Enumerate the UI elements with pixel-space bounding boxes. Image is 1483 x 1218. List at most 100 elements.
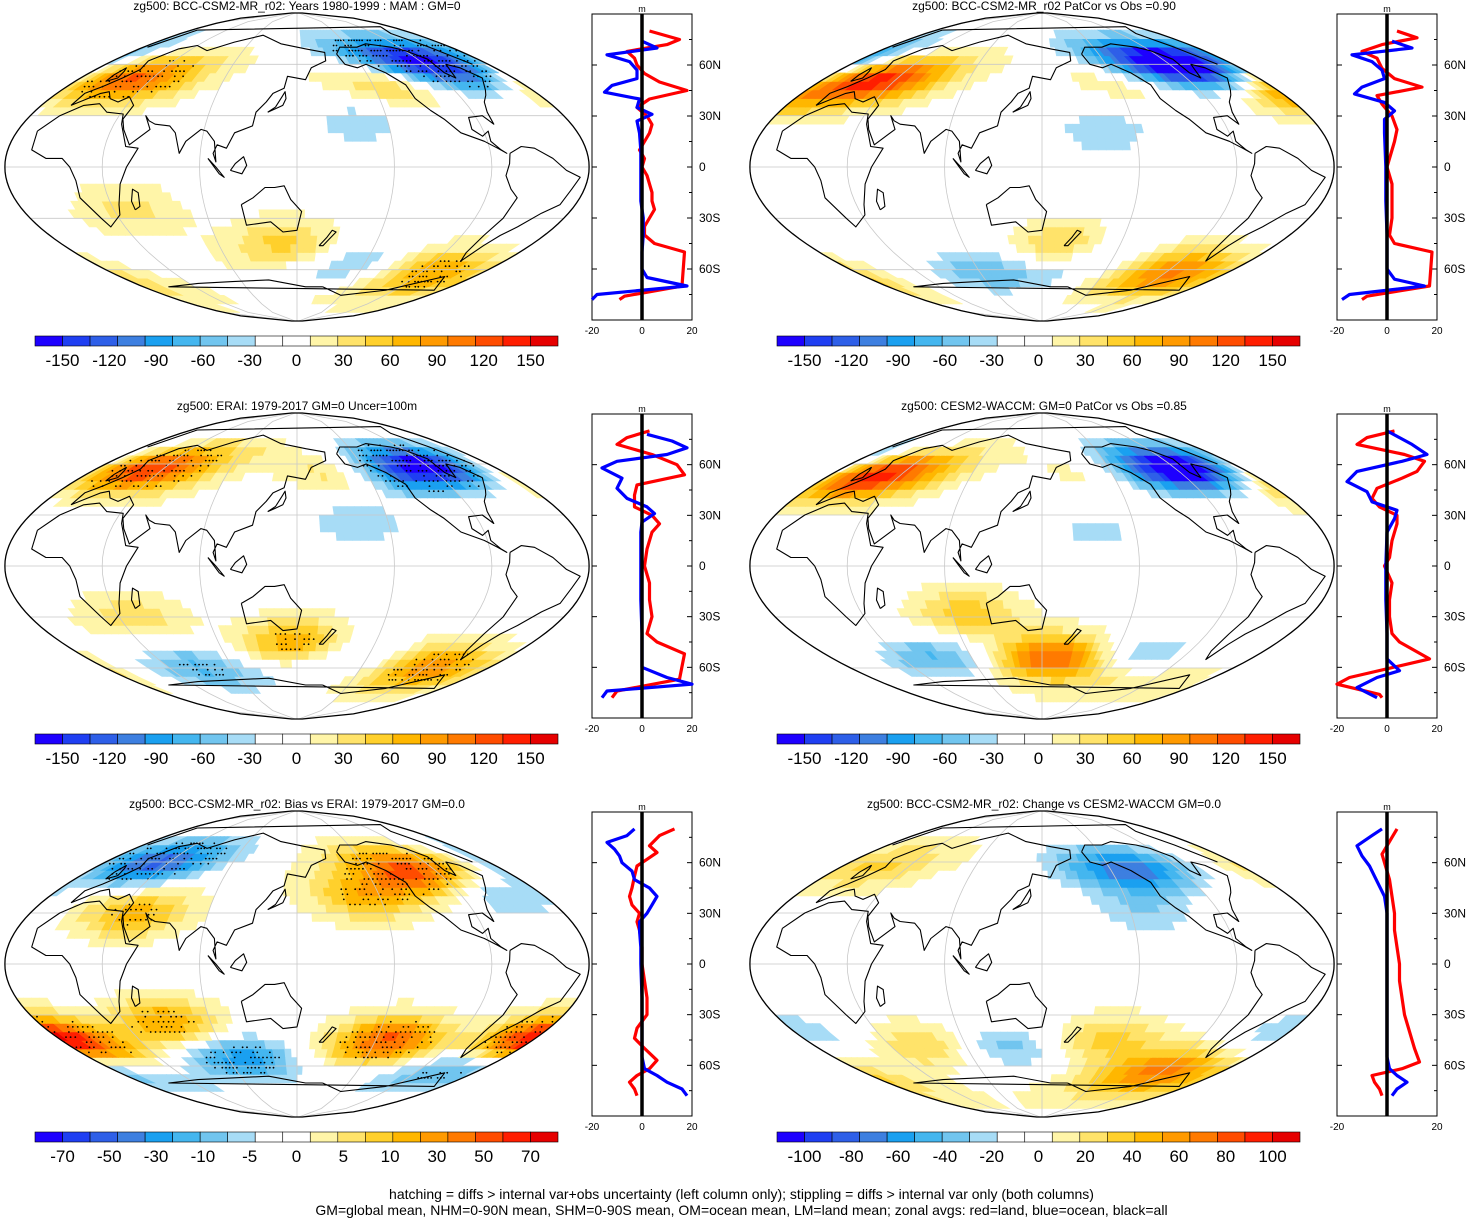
stipple-dot: [372, 455, 374, 457]
map-title: zg500: CESM2-WACCM: GM=0 PatCor vs Obs =…: [901, 399, 1187, 413]
stipple-dot: [416, 659, 418, 661]
colorbar-tick-label: 60: [381, 351, 400, 370]
field-cell: [304, 235, 311, 244]
colorbar-swatch: [118, 734, 146, 744]
field-cell: [311, 227, 319, 236]
zonal-x-label: 20: [686, 326, 698, 337]
stipple-dot: [469, 86, 471, 88]
field-cell: [335, 922, 344, 931]
colorbar-tick-label: -30: [237, 749, 262, 768]
stipple-dot: [400, 45, 402, 47]
field-cell: [1002, 592, 1010, 601]
stipple-dot: [450, 81, 452, 83]
stipple-dot: [202, 664, 204, 666]
stipple-dot: [433, 490, 435, 492]
field-cell: [259, 210, 267, 219]
field-cell: [292, 1066, 297, 1075]
field-cell: [1030, 651, 1037, 660]
colorbar-tick-label: 90: [1169, 749, 1188, 768]
field-cell: [1098, 141, 1107, 150]
field-cell: [336, 532, 345, 541]
field-cell: [311, 626, 319, 635]
colorbar-swatch: [283, 734, 311, 744]
stipple-dot: [471, 81, 473, 83]
stipple-dot: [207, 465, 209, 467]
stipple-dot: [436, 475, 438, 477]
map-title: zg500: BCC-CSM2-MR_r02 PatCor vs Obs =0.…: [912, 0, 1176, 13]
stipple-dot: [200, 450, 202, 452]
stipple-dot: [456, 664, 458, 666]
stipple-dot: [437, 281, 439, 283]
stipple-dot: [444, 260, 446, 262]
stipple-dot: [401, 679, 403, 681]
stipple-dot: [173, 81, 175, 83]
zonal-series-land: [1362, 31, 1432, 300]
stipple-dot: [415, 669, 417, 671]
stipple-dot: [367, 40, 369, 42]
stipple-dot: [433, 450, 435, 452]
stipple-dot: [432, 659, 434, 661]
stipple-dot: [422, 664, 424, 666]
stipple-dot: [422, 70, 424, 72]
colorbar-swatch: [915, 336, 943, 346]
stipple-dot: [205, 460, 207, 462]
coastline: [1013, 92, 1031, 113]
stipple-dot: [467, 480, 469, 482]
stipple-dot: [348, 40, 350, 42]
stipple-dot: [281, 648, 283, 650]
field-cell: [1035, 617, 1042, 626]
field-cell: [1049, 634, 1056, 643]
stipple-dot: [423, 475, 425, 477]
colorbar-tick-label: -120: [834, 749, 868, 768]
field-cell: [292, 456, 297, 465]
field-cell: [1037, 668, 1042, 677]
field-cell: [1073, 524, 1082, 533]
field-cell: [1112, 532, 1121, 541]
stipple-dot: [149, 475, 151, 477]
stipple-dot: [437, 679, 439, 681]
colorbar-tick-label: -60: [933, 351, 958, 370]
stipple-dot: [411, 50, 413, 52]
colorbar-swatch: [970, 734, 998, 744]
stipple-dot: [177, 465, 179, 467]
stipple-dot: [174, 75, 176, 77]
field-cell: [312, 609, 320, 618]
stipple-dot: [214, 669, 216, 671]
field-cell: [1042, 634, 1049, 643]
colorbar-swatch: [1162, 734, 1190, 744]
field-cell: [285, 1058, 291, 1067]
stipple-dot: [478, 485, 480, 487]
field-cell: [286, 456, 292, 465]
zonal-lat-label: 0: [1444, 559, 1451, 573]
colorbar-swatch: [1245, 336, 1273, 346]
stipple-dot: [422, 470, 424, 472]
field-cell: [297, 651, 303, 660]
field-cell: [186, 990, 196, 999]
colorbar-swatch: [1107, 336, 1135, 346]
stipple-dot: [408, 65, 410, 67]
stipple-dot: [406, 55, 408, 57]
colorbar-swatch: [448, 734, 476, 744]
stipple-dot: [161, 475, 163, 477]
stipple-dot: [155, 485, 157, 487]
field-cell: [289, 609, 297, 618]
stipple-dot: [392, 50, 394, 52]
zonal-series-ocean: [602, 434, 692, 697]
stipple-dot: [414, 664, 416, 666]
colorbar-swatch: [1025, 336, 1053, 346]
map-title: zg500: BCC-CSM2-MR_r02: Years 1980-1999 …: [133, 0, 460, 13]
colorbar-tick-label: -120: [92, 749, 126, 768]
stipple-dot: [151, 70, 153, 72]
zonal-plot-units: m: [1383, 4, 1391, 14]
zonal-x-label: -20: [1330, 326, 1345, 337]
stipple-dot: [465, 65, 467, 67]
stipple-dot: [464, 265, 466, 267]
field-cell: [1021, 634, 1029, 643]
stipple-dot: [472, 659, 474, 661]
field-cell: [1036, 651, 1042, 660]
stipple-dot: [100, 480, 102, 482]
stipple-dot: [473, 75, 475, 77]
field-cell: [335, 124, 344, 133]
